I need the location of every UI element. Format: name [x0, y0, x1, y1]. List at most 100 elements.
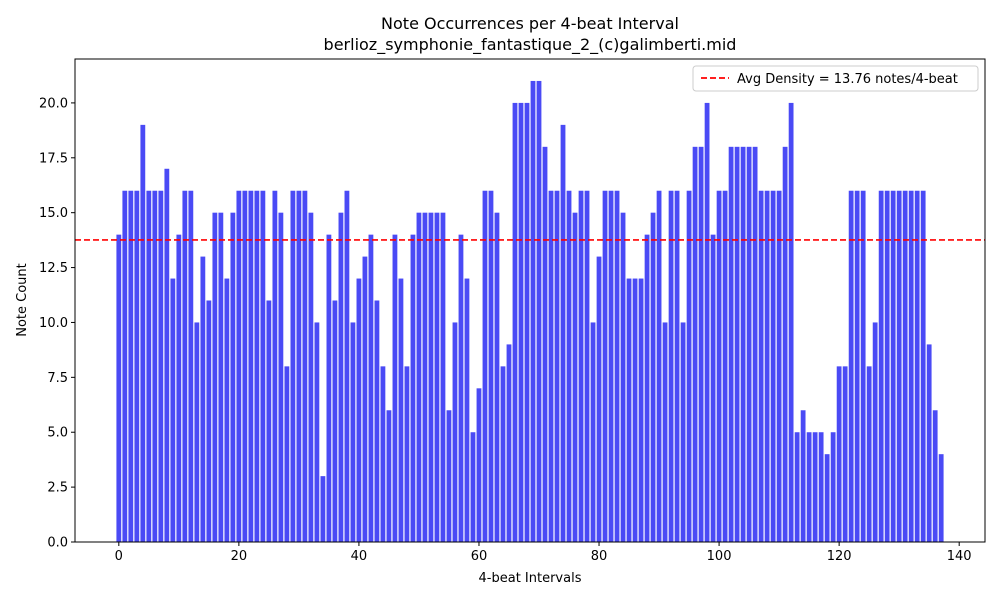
bar: [170, 278, 176, 542]
bar: [200, 256, 206, 542]
bar: [740, 146, 746, 542]
bar: [362, 256, 368, 542]
plot-frame: [74, 58, 986, 543]
bar: [482, 190, 488, 543]
y-tick-label: 7.5: [47, 371, 68, 386]
bar: [644, 234, 650, 542]
bar: [218, 212, 224, 542]
bar: [776, 190, 782, 543]
bar: [590, 322, 596, 542]
bar: [350, 322, 356, 542]
bar: [680, 322, 686, 542]
bar: [422, 212, 428, 542]
bar: [770, 190, 776, 543]
bar: [320, 476, 326, 542]
bar: [908, 190, 914, 543]
bar: [380, 366, 386, 542]
bar: [842, 366, 848, 542]
y-tick-label: 10.0: [39, 316, 68, 331]
bar: [674, 190, 680, 543]
bar: [872, 322, 878, 542]
bar: [752, 146, 758, 542]
bar: [332, 300, 338, 542]
bar: [578, 190, 584, 543]
bar: [224, 278, 230, 542]
bar: [428, 212, 434, 542]
bar: [128, 190, 134, 543]
bar: [338, 212, 344, 542]
bar: [914, 190, 920, 543]
bar: [626, 278, 632, 542]
bar: [326, 234, 332, 542]
bar: [782, 146, 788, 542]
bar: [710, 234, 716, 542]
bar: [764, 190, 770, 543]
bar: [230, 212, 236, 542]
y-axis-label: Note Count: [15, 263, 30, 337]
y-tick-label: 20.0: [39, 96, 68, 111]
bar: [920, 190, 926, 543]
bar: [638, 278, 644, 542]
bar: [584, 190, 590, 543]
x-tick-label: 60: [471, 549, 488, 564]
bar: [890, 190, 896, 543]
bar: [386, 410, 392, 542]
bar: [158, 190, 164, 543]
chart-title: Note Occurrences per 4-beat Interval: [381, 14, 679, 33]
x-tick-label: 100: [707, 549, 732, 564]
bar: [536, 80, 542, 542]
bar: [440, 212, 446, 542]
legend-average-label: Avg Density = 13.76 notes/4-beat: [737, 72, 958, 87]
bar: [896, 190, 902, 543]
x-tick-label: 0: [115, 549, 123, 564]
bar: [146, 190, 152, 543]
bar: [188, 190, 194, 543]
bar: [662, 322, 668, 542]
bar: [734, 146, 740, 542]
bar: [572, 212, 578, 542]
bar: [668, 190, 674, 543]
bar: [596, 256, 602, 542]
y-tick-label: 2.5: [47, 481, 68, 496]
bar: [242, 190, 248, 543]
bar: [758, 190, 764, 543]
bar: [416, 212, 422, 542]
bar: [824, 454, 830, 542]
bar: [848, 190, 854, 543]
bar: [194, 322, 200, 542]
bar: [116, 234, 122, 542]
bar: [518, 102, 524, 542]
bar: [560, 124, 566, 543]
bar: [464, 278, 470, 542]
bar: [524, 102, 530, 542]
bar: [692, 146, 698, 542]
bar: [554, 190, 560, 543]
bar: [374, 300, 380, 542]
bar: [392, 234, 398, 542]
bar: [746, 146, 752, 542]
bar: [506, 344, 512, 542]
bar: [284, 366, 290, 542]
bar: [812, 432, 818, 542]
bar: [278, 212, 284, 542]
chart-subtitle: berlioz_symphonie_fantastique_2_(c)galim…: [324, 35, 737, 55]
bar: [398, 278, 404, 542]
bar: [266, 300, 272, 542]
bar: [134, 190, 140, 543]
bar: [632, 278, 638, 542]
bar: [530, 80, 536, 542]
x-tick-label: 40: [351, 549, 368, 564]
bar: [140, 124, 146, 543]
y-axis-ticks: 0.0 2.5 5.0 7.5 10.0 12.5 15.0 17.5 20.0: [39, 96, 75, 551]
bar: [836, 366, 842, 542]
y-tick-label: 15.0: [39, 206, 68, 221]
bar: [494, 212, 500, 542]
bar: [476, 388, 482, 542]
bar: [548, 190, 554, 543]
bar: [902, 190, 908, 543]
bar: [122, 190, 128, 543]
bar: [410, 234, 416, 542]
bar: [206, 300, 212, 542]
bar: [866, 366, 872, 542]
